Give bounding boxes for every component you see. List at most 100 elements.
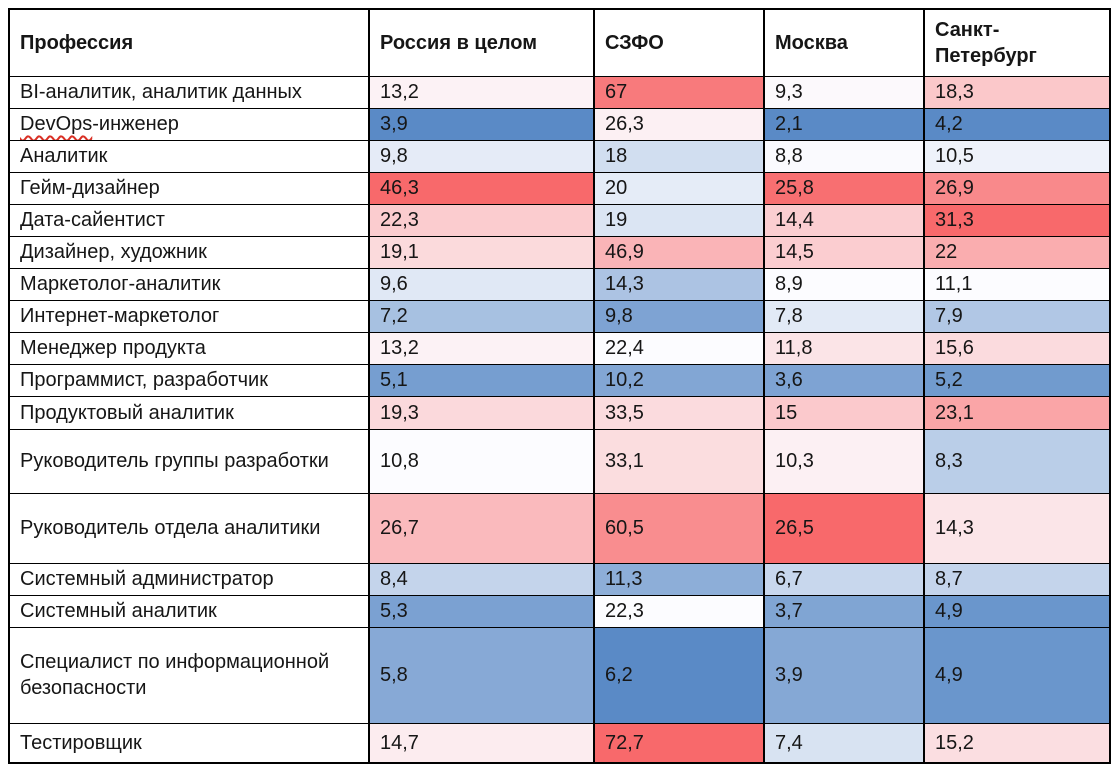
value-cell-saint-petersburg[interactable]: 4,2	[923, 107, 1111, 141]
value-cell-szfo[interactable]: 11,3	[593, 562, 765, 596]
value-cell-moscow[interactable]: 8,8	[763, 139, 925, 173]
value-cell-moscow[interactable]: 26,5	[763, 492, 925, 564]
value-cell-szfo[interactable]: 10,2	[593, 363, 765, 397]
table-row: Системный аналитик 5,3 22,3 3,7 4,9	[8, 594, 1111, 628]
value-cell-saint-petersburg[interactable]: 18,3	[923, 75, 1111, 109]
value-cell-moscow[interactable]: 8,9	[763, 267, 925, 301]
value-cell-saint-petersburg[interactable]: 15,6	[923, 331, 1111, 365]
value-cell-szfo[interactable]: 9,8	[593, 299, 765, 333]
profession-cell[interactable]: BI-аналитик, аналитик данных	[8, 75, 370, 109]
table-row: Гейм-дизайнер 46,3 20 25,8 26,9	[8, 171, 1111, 205]
profession-cell[interactable]: Интернет-маркетолог	[8, 299, 370, 333]
value-cell-szfo[interactable]: 46,9	[593, 235, 765, 269]
value-cell-russia-overall[interactable]: 13,2	[368, 75, 595, 109]
value-cell-saint-petersburg[interactable]: 15,2	[923, 722, 1111, 764]
value-cell-moscow[interactable]: 6,7	[763, 562, 925, 596]
value-cell-russia-overall[interactable]: 19,1	[368, 235, 595, 269]
value-cell-szfo[interactable]: 18	[593, 139, 765, 173]
value-cell-russia-overall[interactable]: 22,3	[368, 203, 595, 237]
value-cell-russia-overall[interactable]: 10,8	[368, 428, 595, 494]
value-cell-saint-petersburg[interactable]: 4,9	[923, 594, 1111, 628]
profession-cell[interactable]: Аналитик	[8, 139, 370, 173]
column-header-profession[interactable]: Профессия	[8, 8, 370, 77]
spellcheck-underlined-word: DevOps	[20, 113, 93, 135]
column-header-moscow[interactable]: Москва	[763, 8, 925, 77]
value-cell-saint-petersburg[interactable]: 8,7	[923, 562, 1111, 596]
value-cell-russia-overall[interactable]: 7,2	[368, 299, 595, 333]
table-row: Продуктовый аналитик 19,3 33,5 15 23,1	[8, 395, 1111, 430]
value-cell-russia-overall[interactable]: 3,9	[368, 107, 595, 141]
profession-cell[interactable]: Руководитель группы разработки	[8, 428, 370, 494]
value-cell-saint-petersburg[interactable]: 5,2	[923, 363, 1111, 397]
value-cell-moscow[interactable]: 3,6	[763, 363, 925, 397]
table-row: Аналитик 9,8 18 8,8 10,5	[8, 139, 1111, 173]
profession-cell[interactable]: Тестировщик	[8, 722, 370, 764]
value-cell-moscow[interactable]: 10,3	[763, 428, 925, 494]
value-cell-saint-petersburg[interactable]: 4,9	[923, 626, 1111, 724]
value-cell-russia-overall[interactable]: 14,7	[368, 722, 595, 764]
value-cell-moscow[interactable]: 11,8	[763, 331, 925, 365]
value-cell-saint-petersburg[interactable]: 14,3	[923, 492, 1111, 564]
table-row: Дата-сайентист 22,3 19 14,4 31,3	[8, 203, 1111, 237]
value-cell-saint-petersburg[interactable]: 7,9	[923, 299, 1111, 333]
profession-cell[interactable]: Гейм-дизайнер	[8, 171, 370, 205]
value-cell-szfo[interactable]: 22,4	[593, 331, 765, 365]
table-row: Дизайнер, художник 19,1 46,9 14,5 22	[8, 235, 1111, 269]
profession-cell[interactable]: Менеджер продукта	[8, 331, 370, 365]
value-cell-moscow[interactable]: 14,4	[763, 203, 925, 237]
value-cell-szfo[interactable]: 67	[593, 75, 765, 109]
value-cell-moscow[interactable]: 7,4	[763, 722, 925, 764]
column-header-saint-petersburg[interactable]: Санкт-Петербург	[923, 8, 1111, 77]
value-cell-saint-petersburg[interactable]: 8,3	[923, 428, 1111, 494]
profession-cell[interactable]: Продуктовый аналитик	[8, 395, 370, 430]
value-cell-saint-petersburg[interactable]: 22	[923, 235, 1111, 269]
profession-cell[interactable]: Программист, разработчик	[8, 363, 370, 397]
value-cell-saint-petersburg[interactable]: 23,1	[923, 395, 1111, 430]
value-cell-russia-overall[interactable]: 5,8	[368, 626, 595, 724]
column-header-russia-overall[interactable]: Россия в целом	[368, 8, 595, 77]
value-cell-szfo[interactable]: 33,5	[593, 395, 765, 430]
profession-cell[interactable]: Дата-сайентист	[8, 203, 370, 237]
value-cell-szfo[interactable]: 22,3	[593, 594, 765, 628]
value-cell-russia-overall[interactable]: 26,7	[368, 492, 595, 564]
value-cell-saint-petersburg[interactable]: 26,9	[923, 171, 1111, 205]
value-cell-russia-overall[interactable]: 46,3	[368, 171, 595, 205]
profession-cell[interactable]: Системный администратор	[8, 562, 370, 596]
value-cell-russia-overall[interactable]: 19,3	[368, 395, 595, 430]
value-cell-szfo[interactable]: 72,7	[593, 722, 765, 764]
value-cell-russia-overall[interactable]: 9,6	[368, 267, 595, 301]
value-cell-moscow[interactable]: 14,5	[763, 235, 925, 269]
professions-heatmap-table: Профессия Россия в целом СЗФО Москва Санкт-П…	[8, 8, 1111, 764]
profession-cell[interactable]: Руководитель отдела аналитики	[8, 492, 370, 564]
profession-cell[interactable]: Маркетолог-аналитик	[8, 267, 370, 301]
value-cell-moscow[interactable]: 25,8	[763, 171, 925, 205]
column-header-szfo[interactable]: СЗФО	[593, 8, 765, 77]
value-cell-saint-petersburg[interactable]: 11,1	[923, 267, 1111, 301]
profession-cell[interactable]: Дизайнер, художник	[8, 235, 370, 269]
value-cell-saint-petersburg[interactable]: 31,3	[923, 203, 1111, 237]
value-cell-szfo[interactable]: 14,3	[593, 267, 765, 301]
profession-cell[interactable]: Системный аналитик	[8, 594, 370, 628]
value-cell-moscow[interactable]: 2,1	[763, 107, 925, 141]
value-cell-szfo[interactable]: 6,2	[593, 626, 765, 724]
profession-cell[interactable]: DevOps-инженер	[8, 107, 370, 141]
value-cell-moscow[interactable]: 3,7	[763, 594, 925, 628]
value-cell-szfo[interactable]: 20	[593, 171, 765, 205]
value-cell-szfo[interactable]: 26,3	[593, 107, 765, 141]
value-cell-russia-overall[interactable]: 5,3	[368, 594, 595, 628]
value-cell-szfo[interactable]: 19	[593, 203, 765, 237]
table-row: Тестировщик 14,7 72,7 7,4 15,2	[8, 722, 1111, 764]
value-cell-russia-overall[interactable]: 8,4	[368, 562, 595, 596]
value-cell-szfo[interactable]: 60,5	[593, 492, 765, 564]
value-cell-szfo[interactable]: 33,1	[593, 428, 765, 494]
profession-cell[interactable]: Специалист по информационной безопасност…	[8, 626, 370, 724]
value-cell-moscow[interactable]: 3,9	[763, 626, 925, 724]
value-cell-moscow[interactable]: 7,8	[763, 299, 925, 333]
value-cell-saint-petersburg[interactable]: 10,5	[923, 139, 1111, 173]
value-cell-russia-overall[interactable]: 5,1	[368, 363, 595, 397]
value-cell-moscow[interactable]: 15	[763, 395, 925, 430]
table-row: Менеджер продукта 13,2 22,4 11,8 15,6	[8, 331, 1111, 365]
value-cell-russia-overall[interactable]: 13,2	[368, 331, 595, 365]
value-cell-russia-overall[interactable]: 9,8	[368, 139, 595, 173]
value-cell-moscow[interactable]: 9,3	[763, 75, 925, 109]
